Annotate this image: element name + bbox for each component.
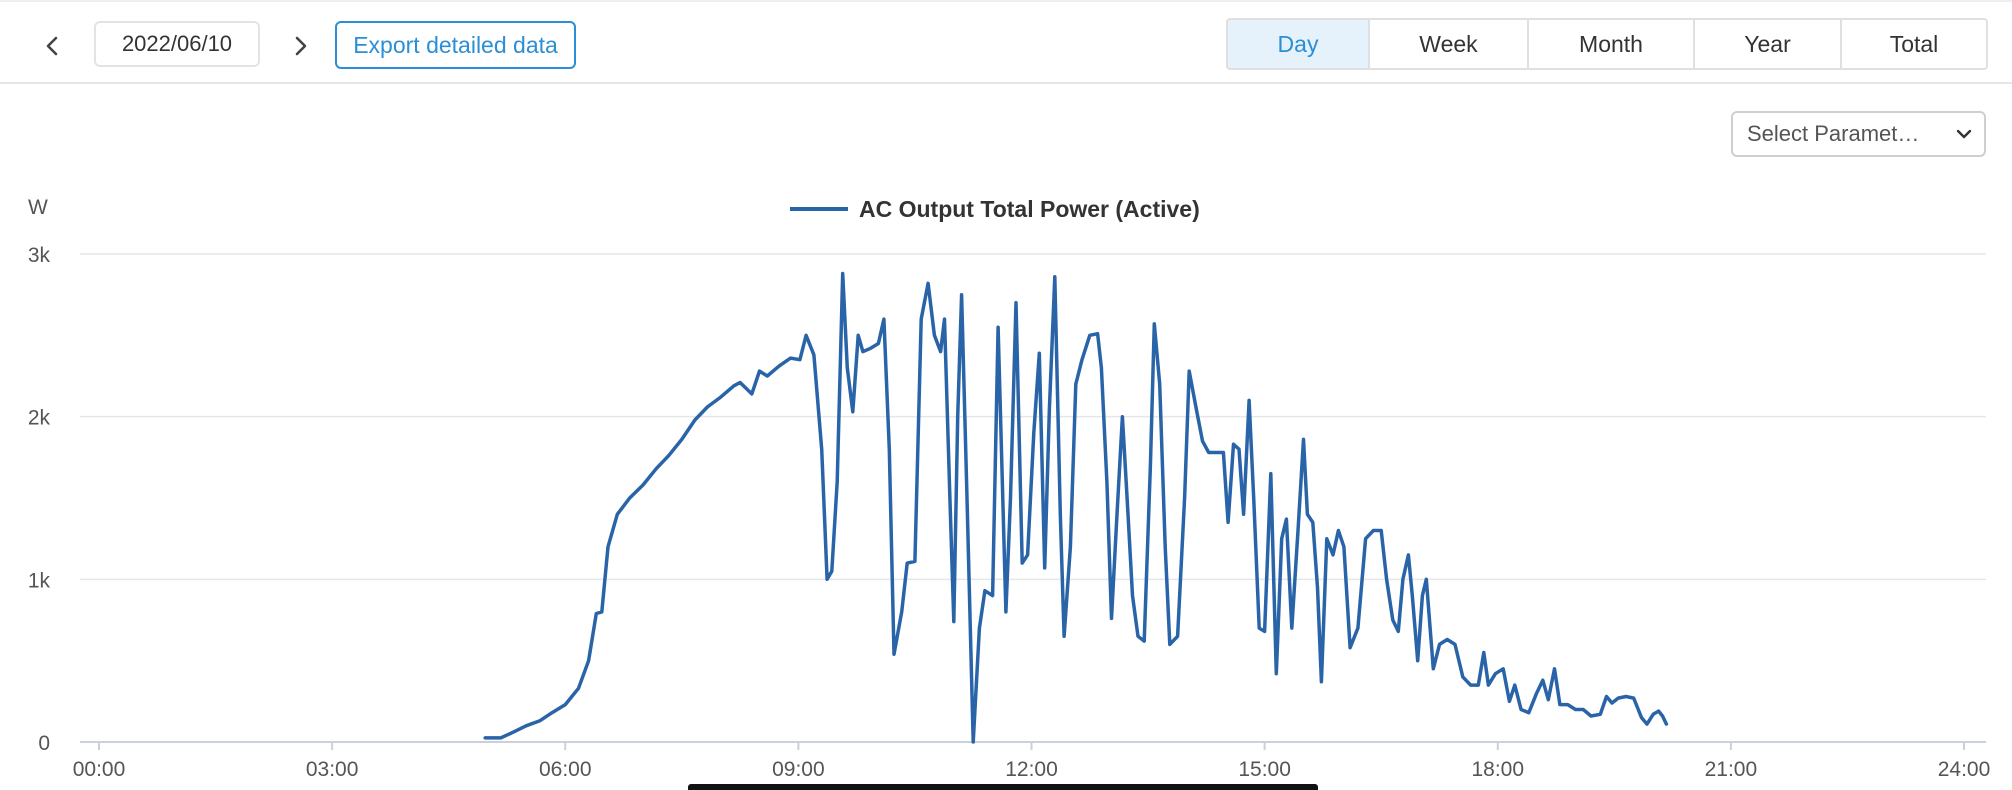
next-day-button[interactable] [280, 26, 320, 66]
x-tick-label: 18:00 [1471, 758, 1524, 781]
time-range-selector: Day Week Month Year Total [1226, 18, 1988, 70]
toolbar: 2022/06/10 Export detailed data Day Week… [0, 0, 2012, 84]
range-tab-day[interactable]: Day [1228, 20, 1368, 68]
legend-label: AC Output Total Power (Active) [859, 196, 1200, 222]
range-tab-total[interactable]: Total [1840, 20, 1986, 68]
x-tick-label: 21:00 [1705, 758, 1758, 781]
y-axis-unit-label: W [28, 196, 48, 219]
power-chart: 0 1k 2k 3k 00:00 03:00 06:00 09:00 12:00 15:00 18:… [28, 196, 1990, 781]
y-tick-label: 3k [28, 244, 51, 267]
x-tick-label: 09:00 [772, 758, 825, 781]
axes: 0 1k 2k 3k 00:00 03:00 06:00 09:00 12:00 15:00 18:… [28, 244, 1990, 781]
grid-lines [80, 253, 1986, 581]
prev-day-button[interactable] [33, 26, 73, 66]
range-tab-month[interactable]: Month [1527, 20, 1693, 68]
home-indicator [688, 784, 1318, 790]
y-tick-label: 0 [38, 732, 50, 755]
parameter-select[interactable]: Select Paramet… [1731, 111, 1986, 157]
x-tick-label: 06:00 [539, 758, 592, 781]
chevron-down-icon [1956, 129, 1972, 139]
range-tab-year[interactable]: Year [1693, 20, 1840, 68]
y-tick-label: 1k [28, 569, 51, 592]
parameter-select-label: Select Paramet… [1747, 121, 1920, 146]
chevron-left-icon [46, 36, 58, 56]
x-tick-label: 00:00 [73, 758, 126, 781]
chevron-right-icon [295, 36, 307, 56]
series-line-ac-output-total-power [483, 271, 1669, 744]
export-detailed-data-button[interactable]: Export detailed data [335, 21, 576, 69]
range-tab-week[interactable]: Week [1368, 20, 1527, 68]
date-value: 2022/06/10 [121, 31, 233, 56]
x-tick-label: 12:00 [1005, 758, 1058, 781]
x-tick-label: 24:00 [1938, 758, 1991, 781]
date-picker[interactable]: 2022/06/10 [94, 21, 260, 67]
x-tick-label: 03:00 [306, 758, 359, 781]
y-tick-label: 2k [28, 407, 51, 430]
legend[interactable]: AC Output Total Power (Active) [790, 196, 1200, 222]
x-tick-label: 15:00 [1238, 758, 1291, 781]
